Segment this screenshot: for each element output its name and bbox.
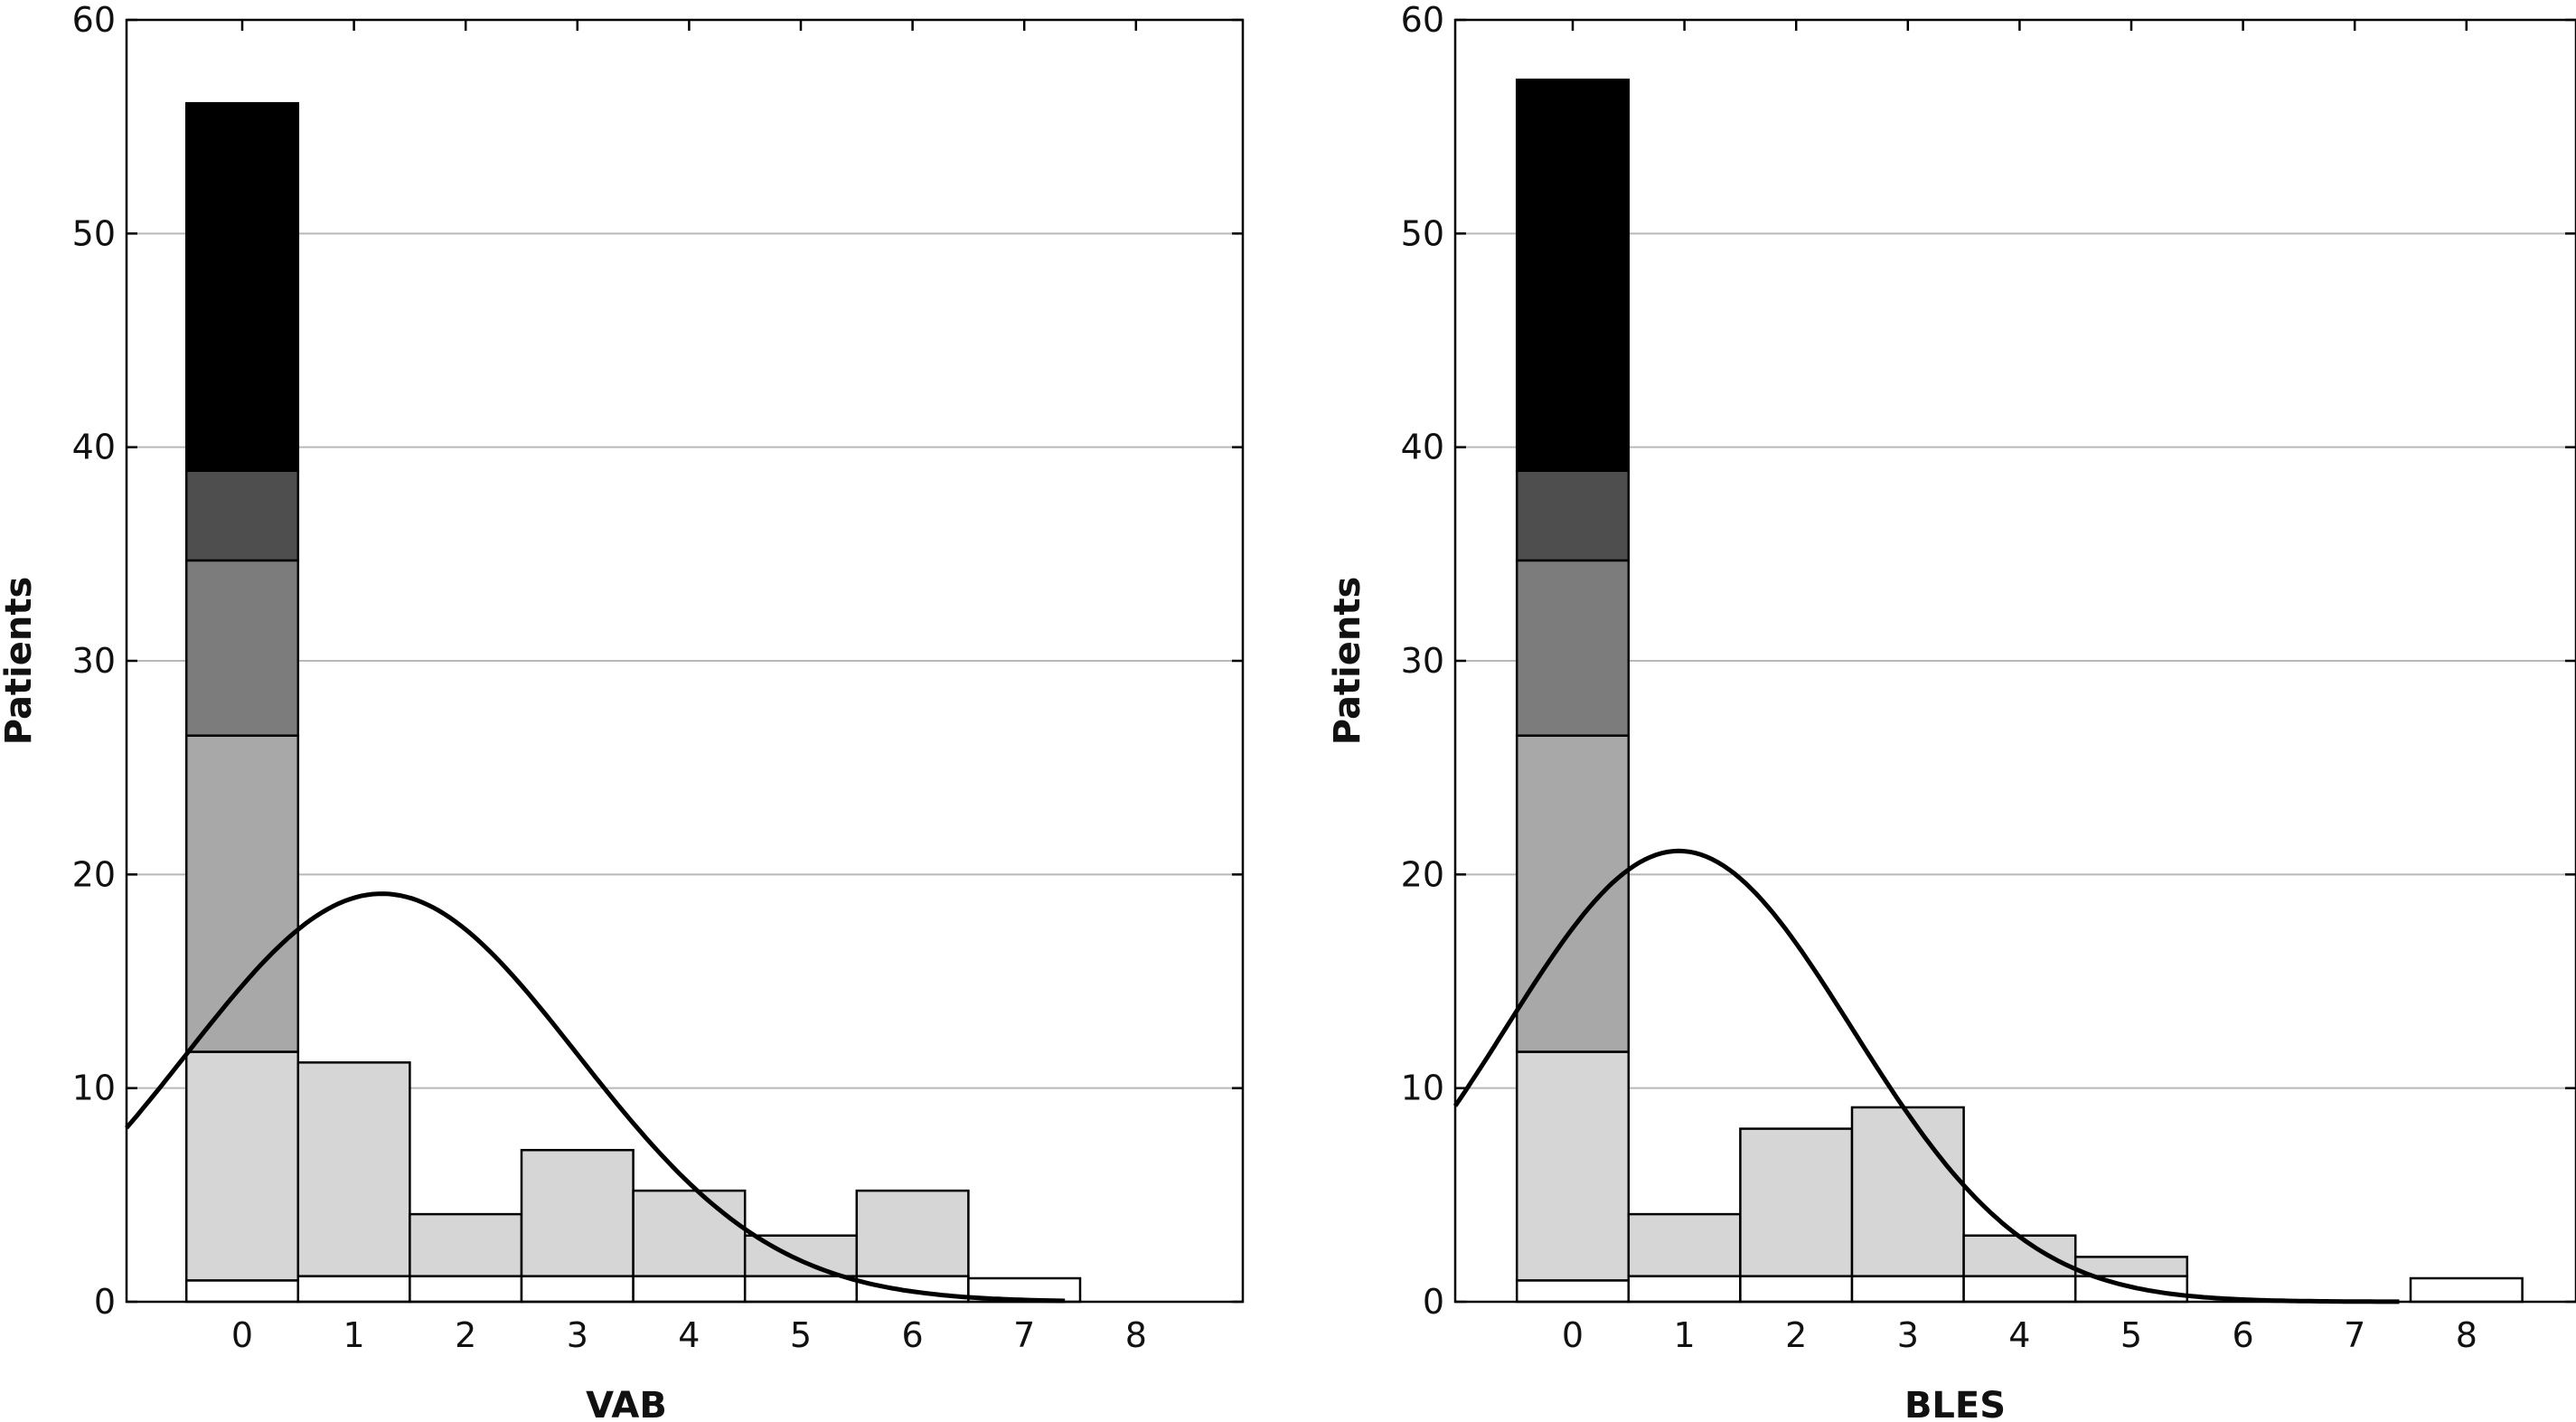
bar-segment: [184, 734, 300, 1053]
bar-segment: [409, 1212, 523, 1277]
x-tick-label: 8: [2456, 1315, 2477, 1355]
y-tick-label: 50: [1401, 213, 1444, 253]
x-tick-label: 2: [1785, 1315, 1807, 1355]
bar-segment: [296, 1061, 411, 1277]
chart-panel-vab: VAB Patients 0 10 20 30 40 50 60 0 1 2 3 4 5 6 7 8: [0, 0, 1245, 1422]
bar-segment: [855, 1189, 970, 1277]
bar-segment: [2409, 1276, 2524, 1304]
y-tick-label: 30: [72, 641, 116, 681]
bar-segment: [520, 1275, 635, 1304]
y-tick-label: 0: [1423, 1282, 1444, 1322]
x-tick-label: 7: [2344, 1315, 2365, 1355]
y-tick-label: 40: [1401, 428, 1444, 467]
x-tick-label: 1: [343, 1315, 365, 1355]
x-tick-label: 0: [231, 1315, 253, 1355]
bar-segment: [184, 469, 300, 562]
bar-segment: [184, 559, 300, 737]
y-tick-label: 20: [72, 854, 116, 894]
y-tick-label: 20: [1401, 854, 1444, 894]
bar-segment: [1515, 1050, 1631, 1282]
bar-segment: [520, 1148, 635, 1277]
bar-segment: [1962, 1275, 2077, 1304]
bar-segment: [2073, 1256, 2189, 1277]
bar-segment: [409, 1275, 523, 1304]
x-tick-label: 1: [1674, 1315, 1696, 1355]
x-tick-label: 3: [1897, 1315, 1919, 1355]
bar-segment: [1739, 1127, 1854, 1277]
bar-segment: [743, 1275, 859, 1304]
bar-segment: [1627, 1212, 1742, 1277]
x-tick-label: 0: [1562, 1315, 1584, 1355]
plot-area-frame: [1453, 18, 2576, 1304]
bar-segment: [1850, 1275, 1965, 1304]
y-axis-title: Patients: [0, 577, 40, 746]
bar-segment: [184, 101, 300, 472]
bar-segment: [296, 1275, 411, 1304]
x-tick-label: 4: [678, 1315, 700, 1355]
bar-segment: [743, 1234, 859, 1277]
y-tick-label: 10: [72, 1069, 116, 1108]
x-tick-label: 5: [2120, 1315, 2142, 1355]
bar-segment: [184, 1279, 300, 1304]
y-tick-label: 60: [72, 0, 116, 40]
y-axis-title: Patients: [1327, 577, 1368, 746]
bar-segment: [1515, 469, 1631, 562]
bar-segment: [184, 1050, 300, 1282]
bar-segment: [1515, 1279, 1631, 1304]
x-tick-label: 2: [455, 1315, 476, 1355]
x-axis-title: BLES: [1904, 1385, 2006, 1422]
y-tick-label: 40: [72, 428, 116, 467]
y-tick-label: 50: [72, 213, 116, 253]
bar-segment: [1962, 1234, 2077, 1277]
x-tick-label: 6: [2233, 1315, 2254, 1355]
y-tick-label: 30: [1401, 641, 1444, 681]
fitted-curve: [125, 891, 1066, 1304]
bar-segment: [1627, 1275, 1742, 1304]
x-tick-label: 8: [1125, 1315, 1147, 1355]
x-tick-label: 3: [567, 1315, 588, 1355]
x-tick-label: 4: [2008, 1315, 2030, 1355]
y-tick-label: 0: [94, 1282, 116, 1322]
y-tick-label: 60: [1401, 0, 1444, 40]
x-tick-label: 6: [902, 1315, 924, 1355]
plot-area-frame: [125, 18, 1245, 1304]
bar-segment: [1850, 1106, 1965, 1277]
bar-segment: [632, 1189, 747, 1277]
x-tick-label: 7: [1013, 1315, 1035, 1355]
x-axis-title: VAB: [586, 1385, 667, 1422]
bar-segment: [1739, 1275, 1854, 1304]
bar-segment: [1515, 78, 1631, 472]
chart-panel-bles: BLES Patients 0 10 20 30 40 50 60 0 1 2 3 4 5 6 7 8: [1327, 0, 2576, 1422]
bar-segment: [1515, 559, 1631, 737]
y-tick-label: 10: [1401, 1069, 1444, 1108]
x-tick-label: 5: [790, 1315, 812, 1355]
fitted-curve: [1453, 848, 2400, 1304]
bar-segment: [1515, 734, 1631, 1053]
bar-segment: [632, 1275, 747, 1304]
